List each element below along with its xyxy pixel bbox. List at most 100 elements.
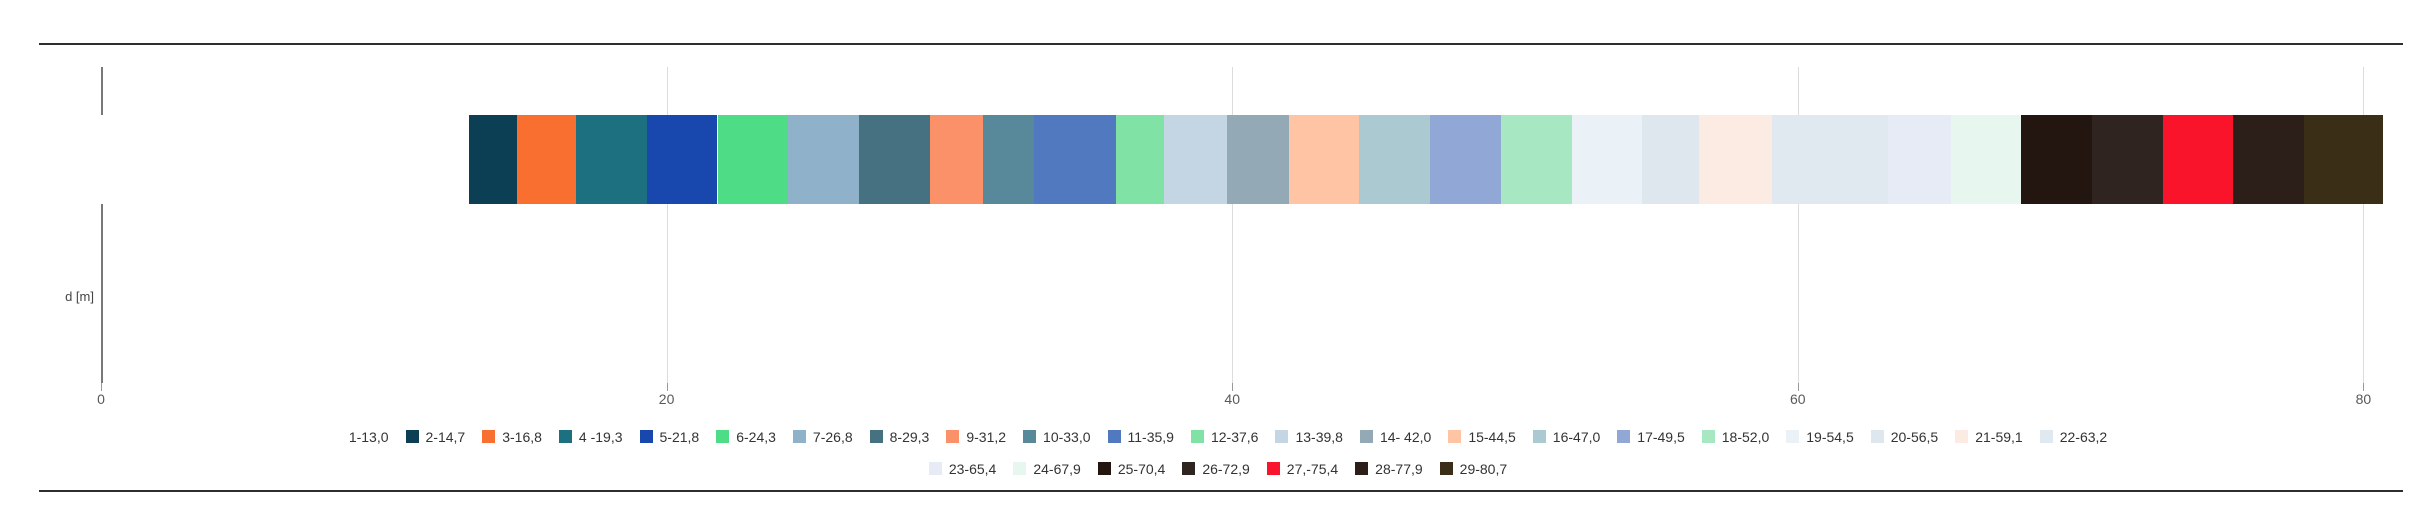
bar-segment[interactable] bbox=[1226, 115, 1289, 204]
legend-swatch-icon bbox=[928, 462, 942, 475]
legend-label: 7-26,8 bbox=[812, 428, 853, 445]
bar-segment[interactable] bbox=[1359, 115, 1431, 204]
bar-segment[interactable] bbox=[1698, 115, 1773, 204]
bar-segment[interactable] bbox=[2162, 115, 2234, 204]
legend-item[interactable]: 29-80,7 bbox=[1439, 460, 1508, 477]
legend-item[interactable]: 2-14,7 bbox=[405, 429, 465, 445]
legend-item[interactable]: 28-77,9 bbox=[1355, 461, 1423, 477]
bar-segment[interactable] bbox=[1888, 115, 1951, 204]
bar-segment[interactable] bbox=[2091, 115, 2163, 204]
bar-segment[interactable] bbox=[929, 115, 984, 204]
legend-item[interactable]: 15-44,5 bbox=[1448, 429, 1516, 445]
legend-swatch-icon bbox=[1448, 430, 1462, 443]
x-tick-label: 20 bbox=[658, 391, 675, 407]
top-divider bbox=[39, 43, 2403, 45]
legend-item[interactable]: 17-49,5 bbox=[1617, 429, 1685, 445]
legend-item[interactable]: 6-24,3 bbox=[716, 429, 776, 445]
bar-segment[interactable] bbox=[2021, 115, 2092, 204]
x-tick-label: 80 bbox=[2355, 391, 2372, 407]
legend-swatch-icon bbox=[405, 430, 419, 443]
legend-item[interactable]: 27,-75,4 bbox=[1266, 460, 1339, 477]
bar-segment[interactable] bbox=[646, 115, 718, 204]
legend-item[interactable]: 14- 42,0 bbox=[1359, 428, 1432, 445]
legend-swatch-icon bbox=[1097, 462, 1111, 475]
bar-segment[interactable] bbox=[516, 115, 577, 204]
gridline bbox=[1797, 67, 1799, 383]
legend-item[interactable]: 9-31,2 bbox=[946, 429, 1006, 445]
legend-swatch-icon bbox=[1532, 430, 1546, 443]
plot-area bbox=[101, 67, 2403, 391]
y-axis-line bbox=[101, 67, 103, 383]
legend-item[interactable]: 13-39,8 bbox=[1275, 429, 1343, 445]
legend-label: 18-52,0 bbox=[1721, 428, 1770, 445]
y-axis-label: d [m] bbox=[65, 289, 94, 304]
legend-item[interactable]: 18-52,0 bbox=[1701, 428, 1770, 445]
gridline bbox=[666, 67, 668, 383]
legend-label: 24-67,9 bbox=[1033, 460, 1081, 477]
bar-segment[interactable] bbox=[576, 115, 647, 204]
legend-swatch-icon bbox=[1617, 430, 1631, 443]
legend-label: 29-80,7 bbox=[1459, 460, 1508, 477]
bar-segment[interactable] bbox=[1164, 115, 1227, 204]
legend-swatch-icon bbox=[869, 430, 883, 443]
bar-segment[interactable] bbox=[101, 115, 469, 204]
legend-item[interactable]: 8-29,3 bbox=[869, 429, 929, 445]
legend-item[interactable]: 24-67,9 bbox=[1013, 460, 1081, 477]
legend-item[interactable]: 4 -19,3 bbox=[558, 428, 623, 445]
legend-label: 9-31,2 bbox=[966, 428, 1007, 445]
bar-segment[interactable] bbox=[983, 115, 1035, 204]
legend-item[interactable]: 10-33,0 bbox=[1023, 428, 1091, 445]
legend-label: 1-13,0 bbox=[348, 428, 389, 445]
legend-item[interactable]: 12-37,6 bbox=[1190, 429, 1258, 445]
legend-item[interactable]: 1-13,0 bbox=[328, 428, 389, 445]
legend-swatch-icon bbox=[1955, 430, 1969, 443]
bar-segment[interactable] bbox=[1500, 115, 1572, 204]
bar-segment[interactable] bbox=[858, 115, 930, 204]
bar-segment[interactable] bbox=[468, 115, 517, 204]
tick-mark bbox=[1232, 383, 1234, 391]
legend-label: 25-70,4 bbox=[1117, 460, 1166, 477]
legend-label: 27,-75,4 bbox=[1286, 460, 1339, 477]
bar-segment[interactable] bbox=[1571, 115, 1643, 204]
bar-segment[interactable] bbox=[1034, 115, 1117, 204]
legend-swatch-icon bbox=[946, 430, 960, 443]
legend-item[interactable]: 7-26,8 bbox=[792, 428, 853, 445]
legend-item[interactable]: 20-56,5 bbox=[1870, 428, 1939, 445]
legend-swatch-icon bbox=[1107, 430, 1121, 443]
legend-row-1: 1-13,0 2-14,7 3-16,8 4 -19,3 5-21,8 6-24,3 7-2… bbox=[0, 423, 2436, 450]
legend-item[interactable]: 16-47,0 bbox=[1532, 429, 1600, 445]
bar-segment[interactable] bbox=[1642, 115, 1699, 204]
legend-label: 20-56,5 bbox=[1890, 428, 1939, 445]
legend-swatch-icon bbox=[1786, 430, 1800, 443]
gridline bbox=[2363, 67, 2365, 383]
bar-segment[interactable] bbox=[1430, 115, 1501, 204]
legend-item[interactable]: 22-63,2 bbox=[2039, 429, 2107, 445]
bar-segment[interactable] bbox=[1772, 115, 1889, 204]
legend-swatch-icon bbox=[1355, 462, 1369, 475]
bar-segment[interactable] bbox=[2233, 115, 2304, 204]
legend-swatch-icon bbox=[1266, 462, 1280, 475]
legend-swatch-icon bbox=[2039, 430, 2053, 443]
legend-label: 14- 42,0 bbox=[1379, 428, 1432, 445]
legend-item[interactable]: 25-70,4 bbox=[1097, 460, 1166, 477]
bar-segment[interactable] bbox=[1288, 115, 1360, 204]
legend-item[interactable]: 21-59,1 bbox=[1955, 429, 2023, 445]
bar-segment[interactable] bbox=[717, 115, 789, 204]
legend-swatch-icon bbox=[1182, 462, 1196, 475]
bar-segment[interactable] bbox=[1950, 115, 2022, 204]
bar-segment[interactable] bbox=[1116, 115, 1165, 204]
legend-item[interactable]: 19-54,5 bbox=[1786, 429, 1854, 445]
tick-mark bbox=[101, 383, 102, 391]
legend-label: 26-72,9 bbox=[1202, 460, 1250, 477]
legend-item[interactable]: 23-65,4 bbox=[928, 461, 996, 477]
legend-swatch-icon bbox=[1701, 430, 1715, 443]
bar-segment[interactable] bbox=[2304, 115, 2384, 204]
legend-item[interactable]: 11-35,9 bbox=[1107, 429, 1174, 445]
legend-label: 10-33,0 bbox=[1043, 428, 1091, 445]
legend-label: 4 -19,3 bbox=[578, 428, 623, 445]
legend-item[interactable]: 26-72,9 bbox=[1182, 460, 1250, 477]
legend-item[interactable]: 5-21,8 bbox=[639, 429, 699, 445]
bar-segment[interactable] bbox=[788, 115, 859, 204]
legend-swatch-icon bbox=[1870, 430, 1884, 443]
legend-item[interactable]: 3-16,8 bbox=[482, 429, 542, 445]
